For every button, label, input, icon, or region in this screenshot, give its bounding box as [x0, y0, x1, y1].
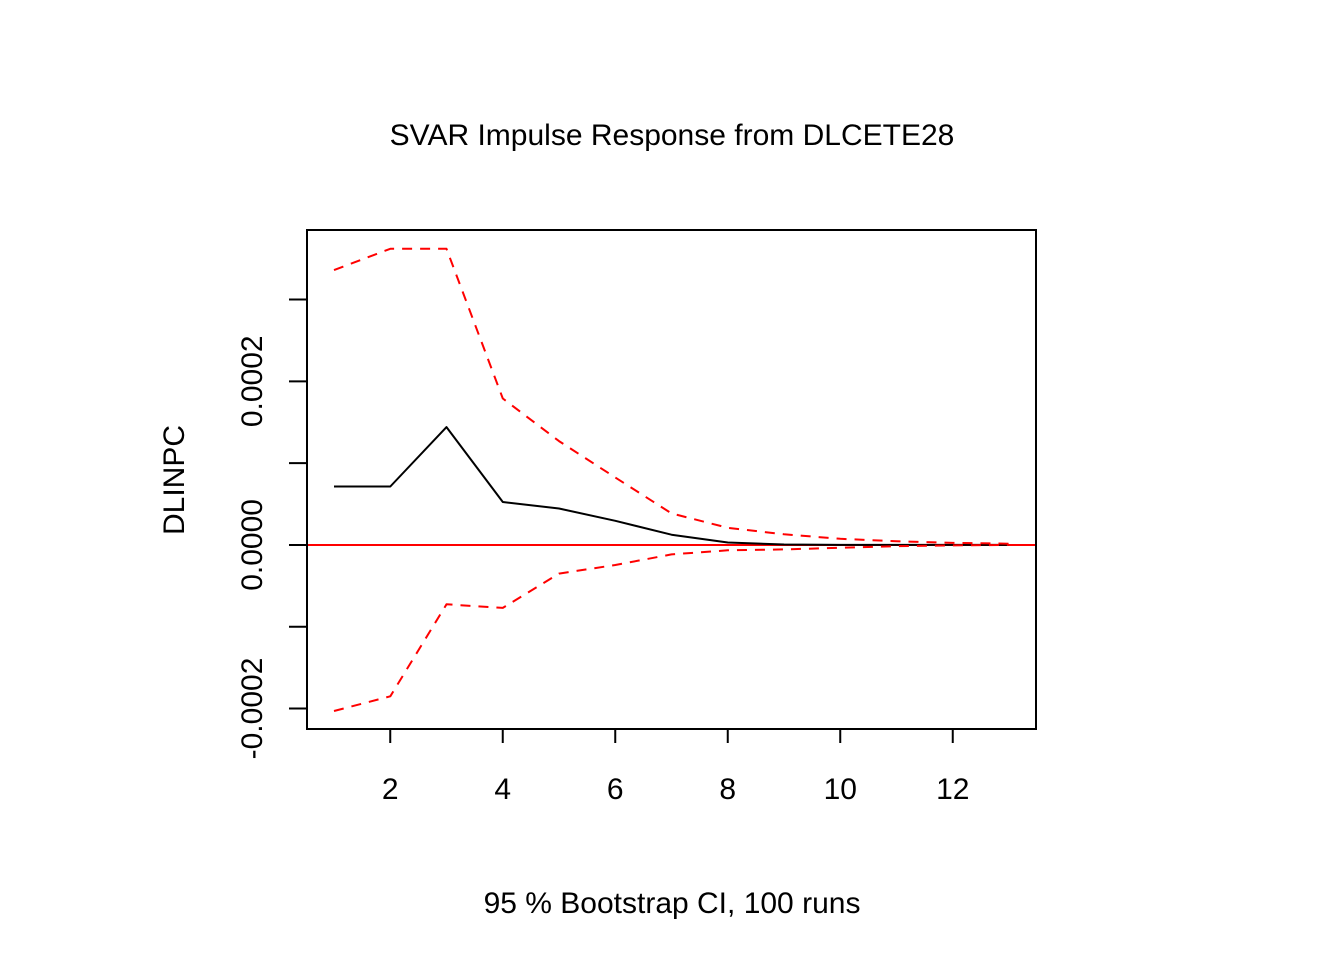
- x-tick-label-4: 4: [494, 773, 511, 806]
- x-tick-label-8: 8: [719, 773, 736, 806]
- y-tick-label-0.0002: 0.0002: [236, 335, 269, 427]
- x-axis-title: 95 % Bootstrap CI, 100 runs: [484, 887, 861, 920]
- y-tick-label-0.0000: 0.0000: [236, 499, 269, 591]
- response-series-line: [334, 426, 1009, 546]
- x-tick-label-6: 6: [607, 773, 624, 806]
- chart-title: SVAR Impulse Response from DLCETE28: [390, 119, 955, 152]
- y-tick-label--0.0002: -0.0002: [236, 658, 269, 760]
- y-axis-title: DLINPC: [158, 425, 191, 535]
- plot-frame: [306, 229, 1037, 730]
- x-tick-label-12: 12: [936, 773, 969, 806]
- lower-series-line: [333, 543, 1010, 712]
- plot-area: 2 4 6 8 10 12 -0.0002 0.0000 0.0002: [236, 229, 1037, 806]
- x-tick-label-10: 10: [824, 773, 857, 806]
- x-tick-label-2: 2: [382, 773, 399, 806]
- upper-series-line: [333, 247, 1010, 545]
